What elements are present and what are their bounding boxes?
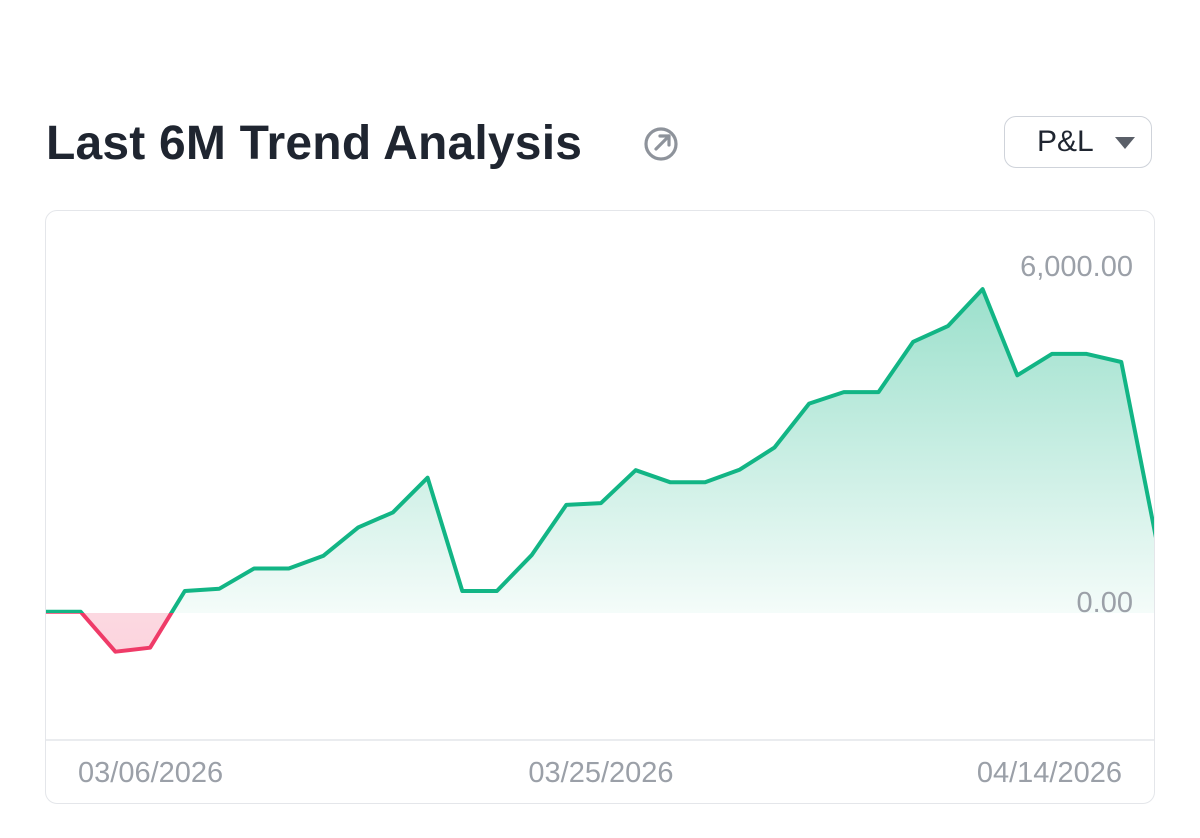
- positive-area-fill: [46, 289, 1154, 613]
- data-point: [1154, 536, 1155, 540]
- y-tick-label: 0.00: [1077, 587, 1133, 619]
- metric-select-value: P&L: [1037, 125, 1094, 158]
- metric-select[interactable]: P&L: [1004, 116, 1152, 168]
- x-tick-label: 04/14/2026: [977, 757, 1122, 789]
- x-tick-label: 03/25/2026: [528, 757, 673, 789]
- external-link-icon[interactable]: [642, 125, 680, 163]
- chart-title: Last 6M Trend Analysis: [46, 117, 583, 170]
- y-tick-label: 6,000.00: [1020, 251, 1133, 283]
- chart-card: 6,000.00 0.00 03/06/2026 03/25/2026 04/1…: [45, 210, 1155, 804]
- chart-header: Last 6M Trend Analysis P&L: [46, 108, 1154, 180]
- negative-area-fill: [46, 613, 1154, 652]
- caret-down-icon: [1115, 137, 1135, 149]
- x-tick-label: 03/06/2026: [78, 757, 223, 789]
- trend-chart: 6,000.00 0.00 03/06/2026 03/25/2026 04/1…: [46, 251, 1155, 789]
- positive-series-line: [46, 287, 1154, 613]
